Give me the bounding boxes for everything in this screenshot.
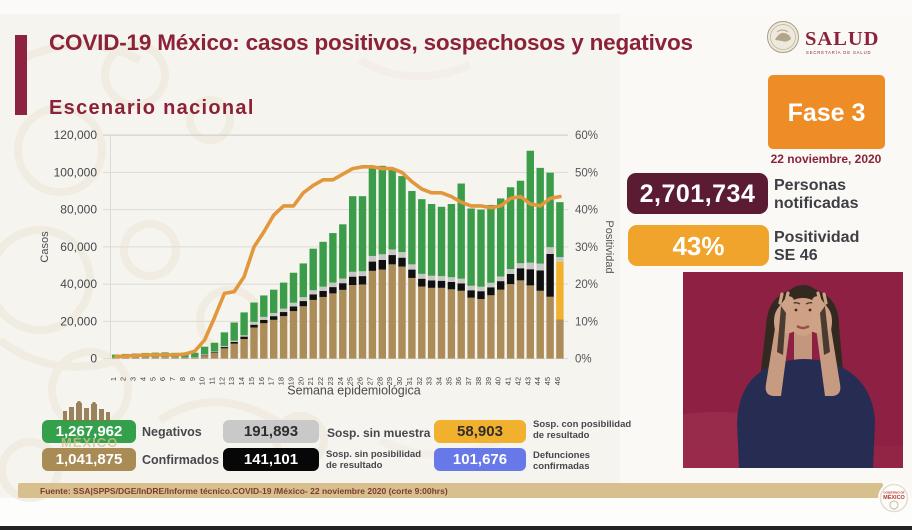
svg-text:14: 14 <box>237 377 246 385</box>
svg-text:2: 2 <box>119 377 128 381</box>
svg-text:0%: 0% <box>575 354 592 366</box>
svg-text:8: 8 <box>178 377 187 381</box>
svg-text:42: 42 <box>514 377 523 385</box>
svg-text:17: 17 <box>267 377 276 385</box>
svg-text:40%: 40% <box>575 205 598 217</box>
svg-text:29: 29 <box>385 377 394 385</box>
svg-text:MÉXICO: MÉXICO <box>61 435 118 450</box>
svg-text:SECRETARÍA DE SALUD: SECRETARÍA DE SALUD <box>806 50 871 55</box>
svg-text:36: 36 <box>454 377 463 385</box>
svg-text:30%: 30% <box>575 242 598 254</box>
svg-text:16: 16 <box>257 377 266 385</box>
svg-text:SALUD: SALUD <box>805 28 880 50</box>
svg-text:43: 43 <box>523 377 532 385</box>
svg-text:60%: 60% <box>575 130 598 142</box>
svg-text:23: 23 <box>326 377 335 385</box>
svg-text:GOBIERNO DE: GOBIERNO DE <box>883 491 904 495</box>
svg-text:18: 18 <box>277 377 286 385</box>
svg-text:26: 26 <box>356 377 365 385</box>
svg-text:12: 12 <box>217 377 226 385</box>
svg-text:13: 13 <box>227 377 236 385</box>
svg-text:7: 7 <box>168 377 177 381</box>
svg-text:50%: 50% <box>575 167 598 179</box>
svg-text:Positividad: Positividad <box>603 220 615 273</box>
svg-text:30: 30 <box>395 377 404 385</box>
svg-text:34: 34 <box>435 377 444 385</box>
svg-text:80,000: 80,000 <box>60 203 97 217</box>
svg-text:15: 15 <box>247 377 256 385</box>
svg-text:Semana epidemiológica: Semana epidemiológica <box>287 384 420 398</box>
svg-text:0: 0 <box>90 352 97 366</box>
svg-text:25: 25 <box>346 377 355 385</box>
svg-text:32: 32 <box>415 377 424 385</box>
svg-text:6: 6 <box>158 377 167 381</box>
svg-text:4: 4 <box>138 377 147 381</box>
svg-text:39: 39 <box>484 377 493 385</box>
svg-text:MÉXICO: MÉXICO <box>883 493 905 501</box>
svg-text:37: 37 <box>464 377 473 385</box>
svg-text:35: 35 <box>444 377 453 385</box>
svg-text:40,000: 40,000 <box>60 277 97 291</box>
svg-text:28: 28 <box>375 377 384 385</box>
svg-text:19: 19 <box>287 377 296 385</box>
svg-text:1: 1 <box>109 377 118 381</box>
svg-text:60,000: 60,000 <box>60 240 97 254</box>
svg-text:11: 11 <box>208 377 217 385</box>
svg-text:10: 10 <box>198 377 207 385</box>
svg-text:38: 38 <box>474 377 483 385</box>
svg-text:31: 31 <box>405 377 414 385</box>
svg-text:20,000: 20,000 <box>60 314 97 328</box>
svg-text:100,000: 100,000 <box>54 165 98 179</box>
svg-text:21: 21 <box>306 377 315 385</box>
svg-text:20: 20 <box>296 377 305 385</box>
svg-text:22: 22 <box>316 377 325 385</box>
svg-text:3: 3 <box>129 377 138 381</box>
svg-text:44: 44 <box>533 377 542 385</box>
svg-text:24: 24 <box>336 377 345 385</box>
svg-text:27: 27 <box>365 377 374 385</box>
svg-text:5: 5 <box>148 377 157 381</box>
svg-text:9: 9 <box>188 377 197 381</box>
svg-text:33: 33 <box>425 377 434 385</box>
svg-text:Casos: Casos <box>39 231 51 263</box>
svg-text:20%: 20% <box>575 279 598 291</box>
svg-text:46: 46 <box>553 377 562 385</box>
svg-text:40: 40 <box>494 377 503 385</box>
svg-text:45: 45 <box>543 377 552 385</box>
svg-text:120,000: 120,000 <box>54 128 98 142</box>
svg-text:10%: 10% <box>575 316 598 328</box>
svg-text:41: 41 <box>504 377 513 385</box>
